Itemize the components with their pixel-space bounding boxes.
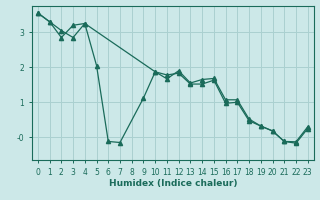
X-axis label: Humidex (Indice chaleur): Humidex (Indice chaleur) — [108, 179, 237, 188]
